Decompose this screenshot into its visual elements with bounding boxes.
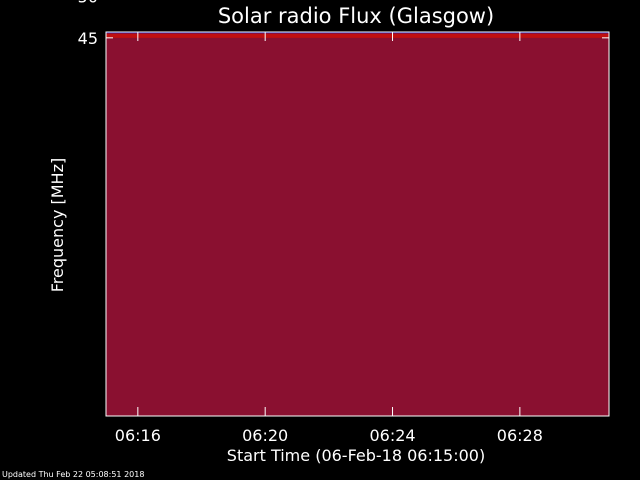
x-axis-ticks: 06:16 06:20 06:24 06:28 — [115, 32, 543, 445]
x-tick-label: 06:16 — [115, 426, 161, 445]
plot-frame — [105, 31, 610, 417]
y-axis-label: Frequency [MHz] — [48, 158, 67, 292]
x-tick-label: 06:24 — [369, 426, 415, 445]
frequency-band — [106, 32, 609, 34]
y-tick-label: 45 — [78, 29, 98, 48]
x-tick-label: 06:28 — [497, 426, 543, 445]
updated-timestamp: Updated Thu Feb 22 05:08:51 2018 — [2, 470, 145, 479]
x-tick-label: 06:20 — [242, 426, 288, 445]
plot-area — [105, 31, 610, 417]
chart-title: Solar radio Flux (Glasgow) — [218, 4, 494, 28]
y-axis-ticks: 455055607080 — [78, 0, 609, 48]
frequency-band — [106, 33, 609, 38]
x-axis-label: Start Time (06-Feb-18 06:15:00) — [227, 446, 485, 465]
y-tick-label: 50 — [78, 0, 98, 6]
plot-background — [106, 32, 609, 416]
